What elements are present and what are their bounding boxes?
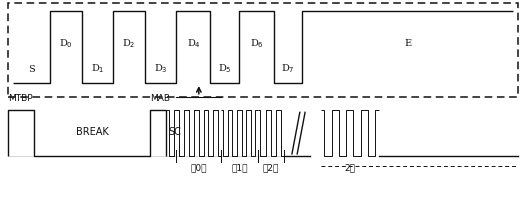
- Text: D$_1$: D$_1$: [90, 63, 104, 76]
- Text: D$_5$: D$_5$: [218, 63, 232, 76]
- Text: D$_7$: D$_7$: [281, 63, 295, 76]
- Text: MTBP: MTBP: [8, 94, 33, 103]
- Text: 2帧: 2帧: [345, 163, 355, 172]
- Text: BREAK: BREAK: [76, 127, 108, 137]
- Text: D$_6$: D$_6$: [250, 37, 264, 50]
- Text: 第1帧: 第1帧: [231, 163, 248, 172]
- Text: 第0帧: 第0帧: [190, 163, 207, 172]
- Text: D$_3$: D$_3$: [154, 63, 167, 76]
- Text: 第2帧: 第2帧: [262, 163, 279, 172]
- Text: MAB: MAB: [150, 94, 170, 103]
- Text: SC: SC: [169, 127, 181, 137]
- Text: D$_4$: D$_4$: [187, 37, 200, 50]
- Text: D$_2$: D$_2$: [122, 37, 136, 50]
- Text: D$_0$: D$_0$: [59, 37, 73, 50]
- Text: S: S: [28, 64, 35, 74]
- Text: E: E: [404, 39, 411, 48]
- FancyBboxPatch shape: [8, 3, 518, 97]
